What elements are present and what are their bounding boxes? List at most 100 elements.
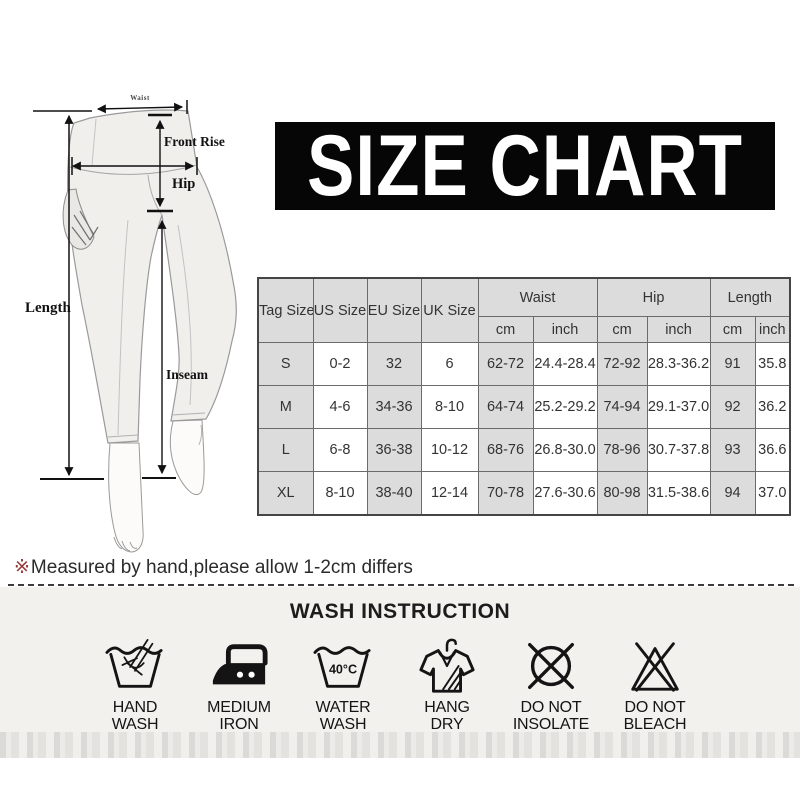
table-cell: 92 — [709, 385, 756, 429]
table-cell: 8-10 — [420, 385, 479, 429]
wash-item-label: MEDIUM IRON — [207, 699, 271, 733]
header-waist-cm: cm — [477, 316, 534, 343]
measure-note: ※Measured by hand,please allow 1-2cm dif… — [14, 556, 413, 579]
table-cell: 25.2-29.2 — [532, 385, 598, 429]
medium-iron-icon — [212, 644, 268, 685]
wash-item-label: HANG DRY — [424, 699, 470, 733]
table-row: L 6-8 36-38 10-12 68-76 26.8-30.0 78-96 … — [257, 428, 791, 472]
header-hip-cm: cm — [596, 316, 648, 343]
table-cell: 70-78 — [477, 471, 534, 515]
leggings-diagram: Length Waist Front Rise Hip Inseam — [25, 94, 237, 553]
table-header-row-2: cm inch cm inch cm inch — [258, 316, 791, 343]
table-cell: 36.6 — [754, 428, 791, 472]
table-cell: 12-14 — [420, 471, 479, 515]
header-hip-inch: inch — [646, 316, 711, 343]
hand-wash-icon — [105, 638, 163, 688]
leggings-outline — [67, 109, 237, 444]
table-cell: 91 — [709, 342, 756, 386]
wash-item-label: DO NOT INSOLATE — [512, 699, 590, 733]
table-cell: 64-74 — [477, 385, 534, 429]
water-temp-text: 40°C — [329, 663, 357, 677]
table-cell: 6 — [420, 342, 479, 386]
wash-item-do-not-insolate: DO NOT INSOLATE — [501, 637, 601, 733]
wash-item-do-not-bleach: DO NOT BLEACH — [605, 637, 705, 733]
note-marker: ※ — [14, 557, 30, 578]
table-cell: 93 — [709, 428, 756, 472]
wash-item-medium-iron: MEDIUM IRON — [189, 637, 289, 733]
texture-band — [0, 732, 800, 758]
wash-instruction-title: WASH INSTRUCTION — [289, 600, 511, 623]
table-cell: S — [257, 342, 314, 386]
table-cell: M — [257, 385, 314, 429]
right-cuff-seam — [171, 412, 206, 416]
right-foot-arch — [198, 424, 203, 446]
table-cell: 32 — [366, 342, 422, 386]
hang-dry-icon — [419, 638, 475, 693]
note-text: Measured by hand,please allow 1-2cm diff… — [30, 557, 413, 578]
right-foot — [169, 419, 205, 496]
left-foot — [108, 442, 144, 553]
dashed-divider — [8, 584, 794, 586]
table-cell: 80-98 — [596, 471, 648, 515]
table-cell: 72-92 — [596, 342, 648, 386]
size-chart-banner: SIZE CHART — [275, 118, 775, 214]
table-cell: 29.1-37.0 — [646, 385, 711, 429]
header-waist: Waist — [477, 277, 598, 317]
table-cell: 37.0 — [754, 471, 791, 515]
table-cell: 34-36 — [366, 385, 422, 429]
wash-item-hand-wash: HAND WASH — [85, 637, 185, 733]
table-cell: 8-10 — [312, 471, 368, 515]
header-hip: Hip — [596, 277, 711, 317]
left-leg-seam — [117, 219, 129, 436]
table-cell: 35.8 — [754, 342, 791, 386]
table-cell: 38-40 — [366, 471, 422, 515]
right-leg-seam — [177, 224, 192, 406]
left-foot-toes — [113, 536, 138, 552]
waistband-edge-seam — [91, 118, 97, 166]
header-length-cm: cm — [709, 316, 756, 343]
table-cell: XL — [257, 471, 314, 515]
table-cell: 30.7-37.8 — [646, 428, 711, 472]
do-not-insolate-icon — [528, 643, 574, 689]
pocket-scribble — [71, 210, 99, 246]
header-uk-size: UK Size — [420, 277, 479, 343]
header-eu-size: EU Size — [366, 277, 422, 343]
header-tag-size: Tag Size — [257, 277, 314, 343]
table-cell: 31.5-38.6 — [646, 471, 711, 515]
table-row: M 4-6 34-36 8-10 64-74 25.2-29.2 74-94 2… — [257, 385, 791, 429]
waist-label: Waist — [130, 94, 150, 102]
table-cell: 74-94 — [596, 385, 648, 429]
header-length-inch: inch — [754, 316, 791, 343]
table-header-row-1: Tag Size US Size EU Size UK Size Waist H… — [257, 277, 791, 343]
wash-item-label: DO NOT BLEACH — [623, 699, 687, 733]
hip-label: Hip — [172, 176, 195, 192]
header-waist-inch: inch — [532, 316, 598, 343]
table-cell: 28.3-36.2 — [646, 342, 711, 386]
header-us-size: US Size — [312, 277, 368, 343]
wash-item-label: HAND WASH — [111, 699, 159, 733]
table-cell: 6-8 — [312, 428, 368, 472]
wash-item-label: WATER WASH — [315, 699, 371, 733]
table-cell: 27.6-30.6 — [532, 471, 598, 515]
table-cell: 78-96 — [596, 428, 648, 472]
table-cell: 10-12 — [420, 428, 479, 472]
left-cuff-seam — [107, 434, 139, 438]
front-seam — [147, 174, 163, 216]
table-cell: 36-38 — [366, 428, 422, 472]
table-row: S 0-2 32 6 62-72 24.4-28.4 72-92 28.3-36… — [257, 342, 791, 386]
wash-item-hang-dry: HANG DRY — [397, 637, 497, 733]
wash-instruction-section: WASH INSTRUCTION HAND WASH — [0, 587, 800, 758]
table-cell: 62-72 — [477, 342, 534, 386]
inseam-label: Inseam — [166, 367, 209, 382]
table-cell: 0-2 — [312, 342, 368, 386]
water-wash-icon: 40°C — [313, 646, 371, 688]
wash-item-water-wash: 40°C WATER WASH — [293, 637, 393, 733]
do-not-bleach-icon — [631, 642, 679, 692]
wash-items-row: HAND WASH MEDIUM IRON — [85, 637, 705, 733]
length-label: Length — [25, 300, 72, 316]
table-cell: 94 — [709, 471, 756, 515]
table-row: XL 8-10 38-40 12-14 70-78 27.6-30.6 80-9… — [257, 471, 791, 515]
table-cell: 68-76 — [477, 428, 534, 472]
waist-arrow — [96, 102, 184, 114]
